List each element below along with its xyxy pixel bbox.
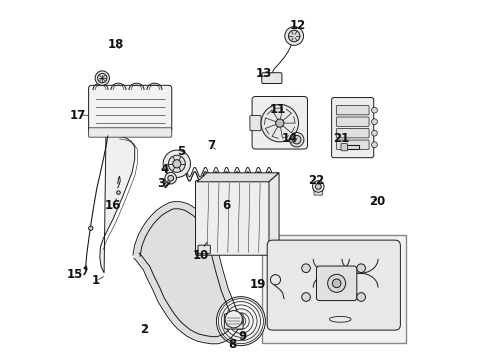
- Text: 3: 3: [157, 177, 165, 190]
- FancyBboxPatch shape: [88, 128, 171, 137]
- Text: 14: 14: [281, 132, 297, 145]
- Text: 1: 1: [92, 274, 100, 287]
- Circle shape: [284, 27, 303, 45]
- FancyBboxPatch shape: [261, 235, 405, 343]
- Circle shape: [164, 172, 176, 184]
- Circle shape: [172, 160, 181, 168]
- Circle shape: [216, 297, 265, 346]
- FancyBboxPatch shape: [249, 116, 261, 131]
- Circle shape: [238, 319, 243, 324]
- Circle shape: [275, 119, 284, 127]
- Polygon shape: [135, 203, 238, 342]
- Text: 18: 18: [107, 39, 123, 51]
- Text: 5: 5: [177, 145, 185, 158]
- FancyBboxPatch shape: [316, 266, 356, 301]
- FancyBboxPatch shape: [195, 180, 270, 255]
- Text: 10: 10: [193, 249, 209, 262]
- FancyBboxPatch shape: [224, 314, 243, 329]
- Text: 20: 20: [369, 195, 385, 208]
- FancyBboxPatch shape: [340, 144, 347, 151]
- Circle shape: [163, 150, 190, 177]
- Circle shape: [270, 275, 280, 285]
- Circle shape: [95, 71, 109, 85]
- Text: 4: 4: [160, 163, 168, 176]
- FancyBboxPatch shape: [336, 105, 368, 115]
- Circle shape: [315, 184, 321, 189]
- FancyBboxPatch shape: [336, 117, 368, 126]
- Circle shape: [332, 279, 340, 288]
- Circle shape: [88, 226, 93, 230]
- Text: 17: 17: [70, 109, 86, 122]
- Circle shape: [356, 264, 365, 273]
- FancyBboxPatch shape: [198, 245, 210, 254]
- FancyBboxPatch shape: [266, 240, 400, 330]
- FancyBboxPatch shape: [261, 73, 282, 84]
- FancyBboxPatch shape: [88, 85, 171, 132]
- Bar: [341, 145, 358, 149]
- Circle shape: [301, 293, 310, 301]
- Circle shape: [356, 293, 365, 301]
- Text: 12: 12: [289, 19, 305, 32]
- Text: 8: 8: [227, 338, 236, 351]
- FancyBboxPatch shape: [336, 140, 368, 149]
- Polygon shape: [100, 136, 134, 273]
- Circle shape: [371, 142, 377, 148]
- Circle shape: [261, 104, 298, 142]
- Text: 6: 6: [222, 199, 230, 212]
- Circle shape: [301, 264, 310, 273]
- FancyBboxPatch shape: [336, 129, 368, 138]
- FancyBboxPatch shape: [251, 96, 307, 149]
- Polygon shape: [268, 173, 279, 254]
- Text: 19: 19: [249, 278, 266, 291]
- Text: 11: 11: [269, 103, 285, 116]
- Circle shape: [371, 119, 377, 125]
- Circle shape: [371, 130, 377, 136]
- Circle shape: [98, 73, 107, 83]
- Circle shape: [371, 107, 377, 113]
- Circle shape: [327, 274, 345, 292]
- Polygon shape: [197, 173, 279, 182]
- Circle shape: [168, 155, 185, 172]
- FancyBboxPatch shape: [313, 187, 322, 195]
- Text: 7: 7: [207, 139, 215, 152]
- Circle shape: [167, 175, 173, 181]
- Text: 13: 13: [256, 67, 272, 80]
- Circle shape: [117, 191, 120, 194]
- Text: 9: 9: [238, 330, 246, 343]
- Circle shape: [292, 135, 301, 144]
- Circle shape: [312, 181, 324, 192]
- Text: 22: 22: [308, 174, 324, 186]
- FancyBboxPatch shape: [331, 98, 373, 158]
- Circle shape: [289, 132, 303, 147]
- Circle shape: [288, 30, 299, 42]
- Circle shape: [224, 311, 242, 328]
- Text: 16: 16: [105, 199, 121, 212]
- Text: 2: 2: [140, 323, 148, 336]
- Text: 15: 15: [67, 268, 83, 281]
- Text: 21: 21: [332, 132, 348, 145]
